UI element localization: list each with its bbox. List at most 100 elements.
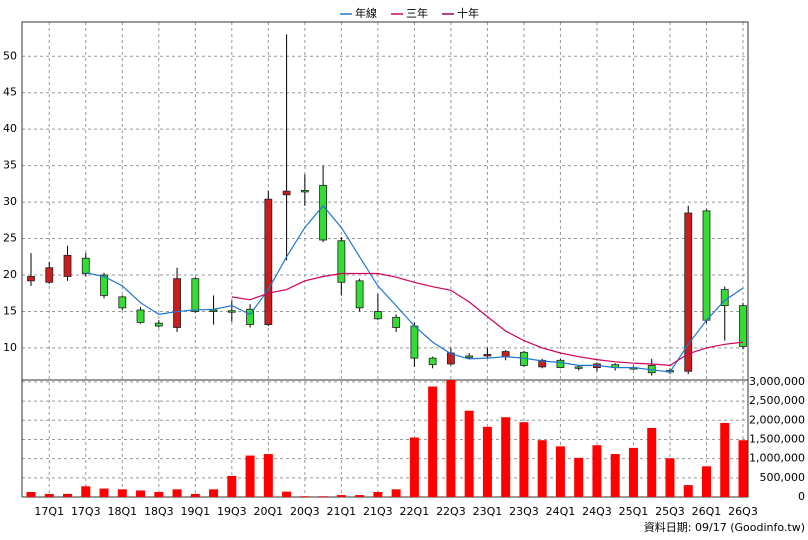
candle-body (81, 257, 90, 274)
x-tick-label: 24Q3 (582, 505, 612, 518)
x-tick-label: 21Q3 (363, 505, 393, 518)
candle-body (173, 278, 181, 328)
volume-bar (117, 489, 127, 497)
candle-body (392, 316, 401, 328)
candle-body (702, 210, 711, 321)
legend-label: 十年 (457, 6, 479, 20)
volume-bar (63, 493, 73, 497)
candle-body (45, 267, 54, 283)
y2-tick-label: 0 (798, 490, 805, 503)
x-tick-label: 20Q1 (254, 505, 284, 518)
volume-bar (446, 380, 456, 497)
volume-bar (373, 492, 383, 497)
x-tick-label: 22Q3 (436, 505, 466, 518)
candle-body (410, 325, 419, 359)
volume-bar (628, 447, 638, 497)
volume-bar (300, 496, 310, 497)
volume-bar (409, 437, 419, 497)
volume-bar (154, 492, 164, 497)
x-tick-label: 17Q3 (71, 505, 101, 518)
volume-bar (501, 417, 511, 497)
volume-bar (647, 427, 657, 497)
volume-bar (209, 489, 219, 497)
candle-body (355, 280, 364, 309)
x-tick-label: 21Q1 (327, 505, 357, 518)
y-tick-label: 35 (3, 159, 17, 172)
x-tick-label: 24Q1 (546, 505, 576, 518)
volume-bar (464, 410, 474, 497)
volume-bar (720, 422, 730, 497)
candle-body (227, 310, 236, 313)
volume-bar (701, 466, 711, 497)
legend-label: 三年 (406, 6, 428, 20)
candle-body (264, 198, 273, 325)
candle-body (63, 254, 72, 277)
volume-bar (227, 475, 237, 497)
volume-bar (355, 495, 365, 497)
candle-body (337, 240, 346, 283)
volume-bar (282, 491, 292, 497)
volume-bar (592, 445, 602, 497)
volume-bar (574, 457, 584, 497)
x-tick-label: 19Q1 (180, 505, 210, 518)
y-tick-label: 25 (3, 232, 17, 245)
candle-body (282, 190, 291, 196)
volume-bar (99, 488, 109, 497)
volume-bar (738, 440, 748, 497)
candle-body (100, 274, 108, 296)
candle-body (154, 322, 163, 327)
volume-bar (537, 440, 547, 497)
volume-bar (555, 446, 565, 497)
candle-body (428, 357, 437, 366)
y2-tick-label: 1,000,000 (749, 452, 805, 465)
candle-body (538, 359, 547, 368)
y2-tick-label: 1,500,000 (749, 432, 805, 445)
candle-body (501, 351, 510, 358)
candle-body (373, 311, 382, 320)
candle-body (483, 354, 492, 357)
y2-tick-label: 2,500,000 (749, 394, 805, 407)
candle-body (556, 359, 565, 369)
volume-bar (190, 493, 200, 497)
x-tick-label: 18Q3 (144, 505, 174, 518)
ma-line (85, 204, 744, 373)
x-tick-label: 25Q1 (619, 505, 649, 518)
volume-bar (519, 422, 529, 497)
volume-bar (172, 489, 182, 497)
x-tick-label: 22Q1 (400, 505, 430, 518)
candle-body (465, 355, 474, 358)
candle-body (300, 190, 309, 193)
y-tick-label: 15 (3, 304, 17, 317)
y-tick-label: 40 (3, 122, 17, 135)
candle-body (246, 308, 254, 325)
volume-bar (336, 495, 346, 497)
volume-bar (482, 426, 492, 497)
volume-bar (26, 492, 36, 497)
y-tick-label: 10 (3, 341, 17, 354)
x-tick-label: 25Q3 (655, 505, 685, 518)
volume-bar (428, 386, 438, 497)
y2-tick-label: 2,000,000 (749, 413, 805, 426)
volume-bar (610, 454, 620, 497)
candle-body (209, 309, 218, 312)
volume-bar (683, 485, 693, 497)
x-tick-label: 26Q3 (728, 505, 758, 518)
volume-bar (391, 489, 401, 497)
volume-bar (44, 493, 54, 497)
candle-body (136, 309, 145, 323)
candle-body (684, 212, 693, 372)
volume-bar (81, 486, 91, 497)
candle-body (118, 296, 127, 309)
y-tick-label: 30 (3, 195, 17, 208)
y-tick-label: 50 (3, 49, 17, 62)
x-tick-label: 18Q1 (107, 505, 137, 518)
candle-body (27, 276, 35, 282)
legend-label: 年線 (355, 6, 377, 20)
volume-bar (318, 496, 328, 497)
x-tick-label: 20Q3 (290, 505, 320, 518)
y-tick-label: 20 (3, 268, 17, 281)
y-tick-label: 45 (3, 86, 17, 99)
volume-bar (245, 455, 255, 497)
